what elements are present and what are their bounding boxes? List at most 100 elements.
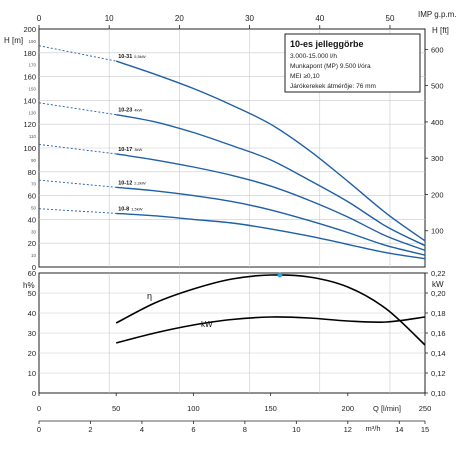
right-y-tick-label: 300 [431, 154, 444, 163]
flow-m3h-tick-label: 8 [243, 425, 247, 434]
head-curve-label-10-12: 10-12 2,2kW [118, 180, 146, 186]
left-y-minor-tick-label: 10 [31, 253, 37, 258]
efficiency-curve-label: η [147, 291, 152, 301]
x-axis-label-lmin: Q [l/min] [373, 404, 401, 413]
head-curve-10-17 [116, 153, 426, 251]
top-x-tick-label: 20 [175, 14, 184, 23]
head-curve-10-23-extrapolated [38, 102, 117, 116]
flow-m3h-tick-label: 6 [191, 425, 195, 434]
left-y-minor-tick-label: 170 [28, 63, 36, 68]
head-curve-10-8-extrapolated [38, 208, 117, 214]
left-y-minor-tick-label: 110 [29, 134, 37, 139]
info-box-frame [284, 33, 421, 93]
best-efficiency-point [277, 272, 283, 278]
info-box-title: 10-es jelleggörbe [290, 39, 364, 49]
flow-lmin-tick-label: 200 [342, 404, 355, 413]
right-y-tick-label: 400 [431, 118, 444, 127]
top-axis-unit-label: IMP g.p.m. [418, 10, 456, 19]
power-axis-unit-label: kW [432, 280, 444, 289]
head-curve-label-10-31: 10-31 5,5kW [118, 54, 146, 60]
left-y-tick-label: 100 [23, 144, 36, 153]
left-y-tick-label: 120 [23, 120, 36, 129]
left-y-tick-label: 20 [28, 239, 36, 248]
left-y-tick-label: 0 [32, 263, 36, 272]
flow-m3h-tick-label: 2 [88, 425, 92, 434]
bottom-axis-ticks: 01020304050600,100,120,140,160,180,200,2… [28, 269, 446, 434]
right-y-tick-label: 600 [431, 45, 444, 54]
efficiency-power-chart: 01020304050600,100,120,140,160,180,200,2… [23, 269, 446, 434]
right-y-tick-label: 200 [431, 190, 444, 199]
info-box-line-2: Munkapont (MP) 9.500 l/óra [290, 63, 371, 70]
info-box-line-3: MEI ≥0,10 [290, 73, 320, 80]
power-tick-label: 0,14 [431, 349, 446, 358]
efficiency-curve [115, 274, 426, 346]
left-y-tick-label: 40 [28, 215, 36, 224]
right-y-tick-label: 100 [431, 227, 444, 236]
flow-m3h-tick-label: 10 [292, 425, 300, 434]
top-axis-ticks: 0 10 20 30 40 5002040608010012014016018020010… [23, 14, 443, 272]
flow-lmin-tick-label: 100 [187, 404, 200, 413]
power-tick-label: 0,22 [431, 269, 446, 278]
flow-lmin-tick-label: 50 [112, 404, 120, 413]
left-y-minor-tick-label: 30 [31, 229, 37, 234]
power-tick-label: 0,20 [431, 289, 446, 298]
top-x-tick-label: 10 [105, 14, 114, 23]
flow-m3h-tick-label: 4 [140, 425, 144, 434]
head-curves [38, 45, 426, 260]
info-box-line-4: Járókerekek átmérője: 76 mm [290, 83, 376, 90]
efficiency-tick-label: 60 [28, 269, 36, 278]
flow-lmin-tick-label: 150 [264, 404, 277, 413]
left-y-minor-tick-label: 70 [31, 182, 37, 187]
head-curve-10-23 [116, 114, 426, 247]
bottom-grid [39, 273, 425, 393]
power-curve [115, 316, 426, 344]
head-curve-chart: 10-31 5,5kW 10-23 4kW 10-17 3kW 10-12 2,2kW 10-8… [4, 10, 456, 272]
power-tick-label: 0,12 [431, 369, 446, 378]
left-y-minor-tick-label: 130 [28, 110, 36, 115]
flow-m3h-tick-label: 12 [344, 425, 352, 434]
power-tick-label: 0,16 [431, 329, 446, 338]
top-x-tick-label: 50 [386, 14, 395, 23]
efficiency-tick-label: 0 [32, 389, 36, 398]
flow-m3h-tick-label: 14 [395, 425, 403, 434]
efficiency-power-curves [115, 272, 426, 346]
power-curve-label: kW [201, 320, 213, 329]
head-curve-10-12 [116, 186, 426, 256]
power-tick-label: 0,10 [431, 389, 446, 398]
power-tick-label: 0,18 [431, 309, 446, 318]
flow-m3h-tick-label: 0 [37, 425, 41, 434]
efficiency-axis-unit-label: h% [23, 281, 35, 290]
efficiency-tick-label: 20 [28, 349, 36, 358]
head-curve-10-8 [116, 212, 426, 260]
left-y-tick-label: 180 [23, 49, 36, 58]
left-y-minor-tick-label: 90 [31, 158, 37, 163]
right-y-tick-label: 500 [431, 82, 444, 91]
top-x-tick-label: 0 [37, 14, 42, 23]
efficiency-tick-label: 10 [28, 369, 36, 378]
left-y-minor-tick-label: 50 [31, 206, 37, 211]
head-curve-label-10-8: 10-8 1,5kW [118, 206, 143, 212]
flow-lmin-tick-label: 0 [37, 404, 41, 413]
x-axis-label-m3h: m³/h [366, 424, 381, 433]
efficiency-tick-label: 50 [28, 289, 36, 298]
left-axis-unit-label: H [m] [4, 36, 23, 45]
left-y-tick-label: 160 [23, 73, 36, 82]
left-y-tick-label: 140 [23, 96, 36, 105]
left-y-minor-tick-label: 190 [28, 39, 36, 44]
head-curve-label-10-17: 10-17 3kW [118, 147, 142, 153]
left-y-tick-label: 60 [28, 192, 36, 201]
head-curve-10-31 [115, 60, 426, 242]
left-y-minor-tick-label: 150 [28, 87, 36, 92]
efficiency-tick-label: 30 [28, 329, 36, 338]
efficiency-tick-label: 40 [28, 309, 36, 318]
head-curve-label-10-23: 10-23 4kW [118, 108, 142, 114]
left-y-tick-label: 80 [28, 168, 36, 177]
info-box-line-1: 3.000-15.000 l/h [290, 53, 337, 60]
right-axis-unit-label: H [ft] [432, 26, 449, 35]
head-curve-10-31-extrapolated [38, 45, 117, 62]
head-curve-labels: 10-31 5,5kW 10-23 4kW 10-17 3kW 10-12 2,2kW 10-8… [118, 54, 146, 212]
flow-lmin-tick-label: 250 [419, 404, 432, 413]
head-curve-10-17-extrapolated [38, 143, 117, 155]
top-x-tick-label: 30 [245, 14, 254, 23]
